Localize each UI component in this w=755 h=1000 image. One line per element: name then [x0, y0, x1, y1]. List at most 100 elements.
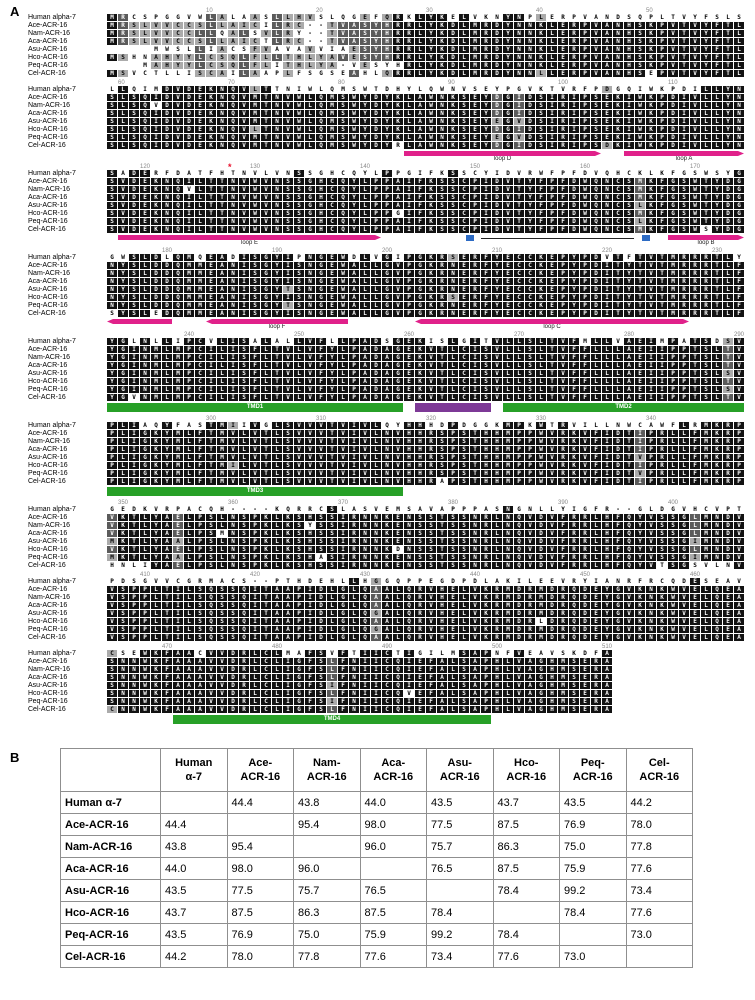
- residue-cell: P: [580, 262, 590, 269]
- residue-cell: P: [349, 386, 359, 393]
- residue-cell: N: [602, 218, 612, 225]
- residue-cell: I: [569, 506, 579, 513]
- residue-cell: A: [272, 46, 282, 53]
- residue-cell: G: [393, 394, 403, 401]
- residue-cell: M: [250, 118, 260, 125]
- residue-cell: V: [558, 394, 568, 401]
- residue-cell: P: [184, 354, 194, 361]
- residue-cell: R: [701, 302, 711, 309]
- residue-cell: C: [327, 218, 337, 225]
- residue-cell: N: [349, 682, 359, 689]
- ruler-tick: 490: [382, 644, 393, 650]
- residue-cell: A: [723, 578, 733, 585]
- residue-cell: F: [294, 70, 304, 77]
- residue-cell: L: [217, 514, 227, 521]
- residue-cell: P: [558, 254, 568, 261]
- residue-cell: G: [316, 262, 326, 269]
- alignment-row: Cel-ACR-16 S V D E K N Q I L T T N V W V N S S G H C Q Y L P P A I F K…: [28, 226, 755, 234]
- residue-cell: V: [338, 478, 348, 485]
- sequence-label: Ace-ACR-16: [28, 658, 68, 665]
- residue-cell: K: [151, 194, 161, 201]
- residue-cell: E: [448, 610, 458, 617]
- residue-cell: S: [437, 186, 447, 193]
- residue-cell: D: [492, 178, 502, 185]
- residue-cell: I: [602, 278, 612, 285]
- residue-cell: I: [426, 338, 436, 345]
- residue-cell: S: [107, 226, 117, 233]
- residue-cell: A: [217, 286, 227, 293]
- panel-b-label: B: [10, 750, 20, 765]
- residue-cell: R: [558, 14, 568, 21]
- residue-cell: F: [206, 170, 216, 177]
- residue-cell: Y: [360, 102, 370, 109]
- residue-cell: T: [261, 626, 271, 633]
- residue-cell: V: [261, 46, 271, 53]
- residue-cell: S: [206, 522, 216, 529]
- residue-cell: P: [734, 422, 744, 429]
- residue-cell: T: [206, 422, 216, 429]
- residue-cell: S: [206, 514, 216, 521]
- residue-cell: Y: [382, 118, 392, 125]
- residue-cell: C: [140, 70, 150, 77]
- residue-cell: S: [239, 338, 249, 345]
- residue-cell: L: [459, 610, 469, 617]
- residue-cell: R: [558, 422, 568, 429]
- residue-cell: Q: [129, 86, 139, 93]
- residue-cell: R: [393, 70, 403, 77]
- residue-cell: T: [217, 218, 227, 225]
- residue-cell: Y: [481, 102, 491, 109]
- residue-cell: A: [184, 170, 194, 177]
- residue-cell: S: [129, 286, 139, 293]
- residue-cell: P: [129, 626, 139, 633]
- residue-cell: L: [118, 446, 128, 453]
- identity-value: [625, 945, 693, 968]
- residue-cell: L: [679, 446, 689, 453]
- residue-cell: Q: [360, 634, 370, 641]
- residue-cell: L: [217, 38, 227, 45]
- residue-cell: V: [162, 38, 172, 45]
- residue-cell: F: [547, 170, 557, 177]
- residue-cell: F: [690, 438, 700, 445]
- alignment-row: Ace-ACR-16 N Y S L D D Q M M E A N I S G Y I S N G E W A L L G V P G K…: [28, 262, 755, 270]
- residue-cell: V: [228, 478, 238, 485]
- residue-cell: S: [591, 126, 601, 133]
- residue-cell: T: [283, 578, 293, 585]
- residue-cell: I: [404, 666, 414, 673]
- residue-cell: Q: [569, 618, 579, 625]
- residue-cell: S: [536, 126, 546, 133]
- column-header-line1: Nam-: [312, 757, 341, 769]
- residue-cell: K: [283, 546, 293, 553]
- residue-cell: L: [415, 86, 425, 93]
- residue-cell: V: [734, 354, 744, 361]
- residue-cell: V: [525, 522, 535, 529]
- residue-cell: S: [591, 134, 601, 141]
- residue-cell: R: [690, 294, 700, 301]
- residue-cell: A: [734, 586, 744, 593]
- residue-cell: E: [206, 286, 216, 293]
- residue-cell: V: [338, 446, 348, 453]
- sequence-label: Human alpha-7: [28, 338, 76, 345]
- residue-cell: I: [206, 354, 216, 361]
- residue-cell: H: [492, 430, 502, 437]
- residue-cell: D: [393, 546, 403, 553]
- residue-cell: L: [371, 470, 381, 477]
- residue-cell: L: [701, 610, 711, 617]
- residue-cell: V: [206, 682, 216, 689]
- residue-cell: I: [173, 602, 183, 609]
- residue-cell: I: [514, 126, 524, 133]
- residue-cell: S: [195, 70, 205, 77]
- residue-cell: K: [151, 690, 161, 697]
- residue-cell: L: [591, 338, 601, 345]
- sequence-label: Nam-ACR-16: [28, 522, 71, 529]
- residue-cell: S: [426, 514, 436, 521]
- residue-cell: L: [250, 126, 260, 133]
- residue-cell: Q: [514, 554, 524, 561]
- residue-cell: K: [393, 110, 403, 117]
- residue-cell: P: [459, 506, 469, 513]
- residue-cell: P: [107, 462, 117, 469]
- alignment-row: Nam-ACR-16 V K T L Y A E L P S L N S P K L K S Y S S I R N N K E N S S…: [28, 522, 755, 530]
- residue-cell: A: [360, 394, 370, 401]
- residue-cell: L: [371, 422, 381, 429]
- residue-cell: C: [173, 578, 183, 585]
- residue-cell: D: [514, 586, 524, 593]
